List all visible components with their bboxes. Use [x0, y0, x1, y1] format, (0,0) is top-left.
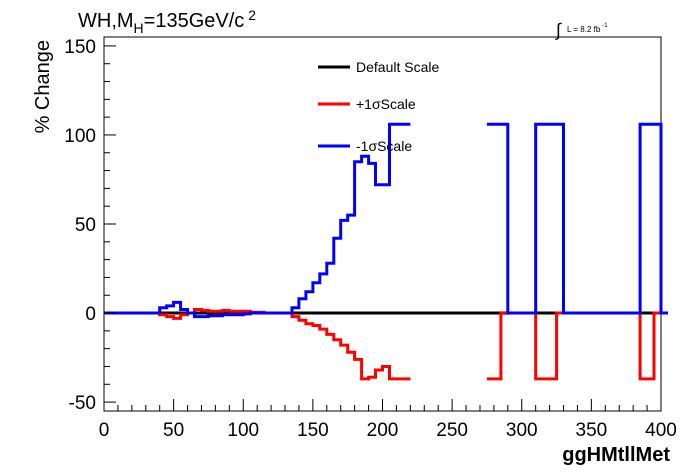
integral-icon: ∫: [554, 20, 562, 40]
y-tick-label: 150: [64, 37, 96, 58]
legend: Default Scale +1σScale -1σScale: [318, 59, 439, 154]
x-tick-label: 0: [99, 420, 110, 441]
legend-label-plus-1sigma-scale: +1σScale: [356, 96, 416, 112]
luminosity-label: ∫ L = 8.2 fb -1: [554, 20, 608, 40]
svg-text:L = 8.2 fb-1: L = 8.2 fb -1: [567, 23, 608, 34]
lumi-exponent: -1: [602, 23, 608, 29]
y-tick-label: 50: [75, 215, 96, 236]
x-axis-ticks: 0 50 100 150 200 250 300 350 400: [99, 399, 677, 441]
plot-frame: [103, 36, 662, 412]
x-tick-label: 200: [367, 420, 399, 441]
x-tick-label: 50: [163, 420, 184, 441]
x-tick-label: 100: [227, 420, 259, 441]
series-line-minus-1sigma-scale: [104, 122, 668, 319]
series-layer: [104, 122, 668, 381]
y-tick-label: -50: [69, 393, 96, 414]
y-axis-ticks: -50 0 50 100 150: [64, 37, 116, 414]
x-tick-label: 300: [506, 420, 538, 441]
y-axis-title: % Change: [32, 40, 54, 133]
chart-title: WH,MH=135GeV/c 2: [78, 7, 256, 36]
x-tick-label: 350: [576, 420, 608, 441]
series-line-plus-1sigma-scale: [104, 308, 661, 381]
legend-label-minus-1sigma-scale: -1σScale: [356, 138, 412, 154]
x-tick-label: 150: [297, 420, 329, 441]
lumi-text: L = 8.2 fb: [567, 25, 601, 34]
x-tick-label: 400: [645, 420, 677, 441]
x-axis-title: ggHMtllMet: [562, 444, 670, 466]
y-tick-label: 0: [85, 304, 96, 325]
x-tick-label: 250: [436, 420, 468, 441]
legend-label-default-scale: Default Scale: [356, 59, 439, 75]
y-tick-label: 100: [64, 126, 96, 147]
